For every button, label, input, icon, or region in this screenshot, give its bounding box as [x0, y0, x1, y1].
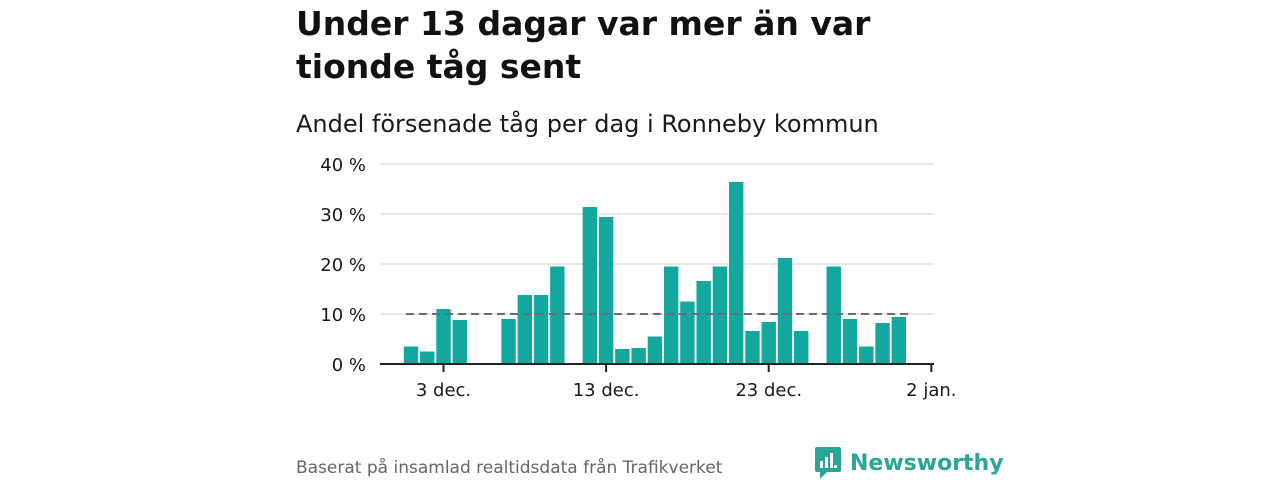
- bar: [533, 295, 549, 364]
- bar: [842, 319, 858, 364]
- bar: [517, 295, 533, 364]
- bar-chart: 0 % 10 % 20 % 30 % 40 % 3 dec. 13 dec. 23 dec. 2…: [320, 155, 956, 401]
- bar: [663, 266, 679, 364]
- bar: [696, 281, 711, 364]
- y-tick-label: 0 %: [332, 355, 366, 376]
- x-tick-label: 2 jan.: [906, 380, 956, 401]
- source-note: Baserat på insamlad realtidsdata från Tr…: [296, 458, 723, 478]
- bar: [794, 331, 809, 364]
- brand-link[interactable]: Newsworthy: [814, 446, 1004, 480]
- bar: [501, 319, 516, 364]
- bar: [420, 351, 435, 364]
- bar: [891, 317, 906, 364]
- bar: [550, 266, 565, 364]
- bar: [745, 331, 760, 364]
- chart-title: Under 13 dagar var mer än var tionde tåg…: [296, 4, 871, 86]
- y-tick-label: 40 %: [320, 155, 366, 176]
- bar: [452, 320, 467, 364]
- bar: [582, 207, 598, 364]
- bar: [712, 266, 728, 364]
- bar: [615, 349, 630, 364]
- bar: [859, 346, 874, 364]
- bar: [826, 266, 841, 364]
- x-tick-label: 23 dec.: [735, 380, 802, 401]
- bar: [403, 346, 419, 364]
- bar: [631, 348, 646, 364]
- bar: [875, 323, 890, 364]
- x-tick-label: 13 dec.: [573, 380, 640, 401]
- bar: [729, 182, 744, 364]
- x-tick-label: 3 dec.: [416, 380, 471, 401]
- y-tick-label: 10 %: [320, 305, 366, 326]
- bar: [680, 301, 695, 364]
- chart-card: Under 13 dagar var mer än var tionde tåg…: [296, 0, 1004, 480]
- y-tick-label: 20 %: [320, 255, 366, 276]
- bar: [647, 336, 663, 364]
- newsworthy-logo-icon: [815, 447, 841, 479]
- y-tick-label: 30 %: [320, 205, 366, 226]
- brand-name: Newsworthy: [850, 450, 1004, 476]
- bar: [777, 258, 793, 364]
- bar: [598, 217, 614, 364]
- bar: [436, 309, 451, 364]
- chart-subtitle: Andel försenade tåg per dag i Ronneby ko…: [296, 110, 879, 138]
- bar: [761, 322, 776, 364]
